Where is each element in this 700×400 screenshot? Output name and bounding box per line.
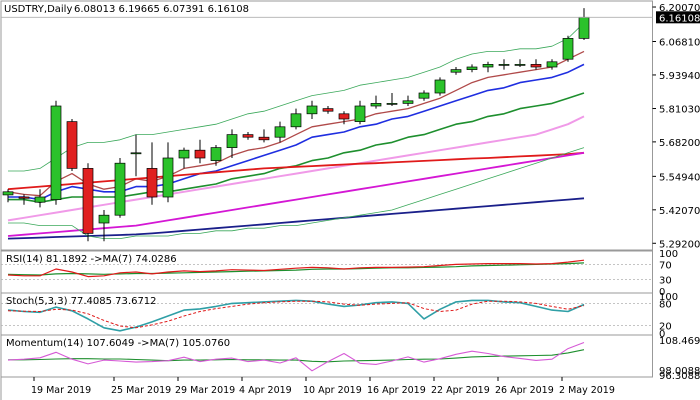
rsi-ma-line	[7, 262, 585, 276]
momentum-y-tick-label-1: 98.0088	[659, 366, 700, 377]
momentum-y-tick-label-2: 96.3088	[659, 371, 700, 382]
candle-body-33	[530, 64, 542, 68]
stoch-y-tick-label-1: 80	[659, 299, 672, 310]
current-price-label: 6.16108	[659, 13, 700, 24]
stoch-d-line	[7, 300, 585, 329]
candle-body-5	[82, 168, 94, 234]
rsi-label: RSI(14) 81.1892 ->MA(7) 74.0286	[6, 254, 177, 265]
candle-body-20	[322, 108, 334, 112]
candle-body-9	[146, 168, 158, 198]
x-tick-label-1: 25 Mar 2019	[111, 385, 171, 396]
rsi-y-tick-label-1: 70	[659, 260, 672, 271]
main-y-tick-label-4: 5.68200	[659, 138, 700, 149]
candle-body-31	[498, 64, 510, 66]
symbol-title: USDTRY,Daily	[4, 4, 72, 15]
candle-body-25	[402, 100, 414, 104]
main-y-tick-label-0: 6.20070	[659, 3, 700, 14]
indicator-series-layer	[1, 259, 653, 372]
candle-body-12	[194, 149, 206, 159]
main-y-tick-label-2: 5.93940	[659, 71, 700, 82]
price-line-7	[8, 22, 585, 172]
main-y-tick-label-7: 5.29200	[659, 239, 700, 250]
candle-body-11	[178, 149, 190, 159]
x-tick-label-8: 2 May 2019	[559, 385, 615, 396]
axis-labels-layer: 6.20070 6.06810 5.93940 5.81030 5.68200 5.549…	[31, 3, 700, 396]
candle-body-36	[578, 16, 590, 39]
candle-body-2	[34, 196, 46, 203]
main-y-tick-label-6: 5.42070	[659, 206, 700, 217]
candle-body-32	[514, 64, 526, 66]
price-line-0	[7, 50, 585, 197]
candles-layer	[1, 8, 653, 242]
stoch-k-line	[7, 299, 585, 332]
candle-body-28	[450, 69, 462, 73]
x-tick-label-3: 4 Apr 2019	[239, 385, 292, 396]
price-line-2	[8, 92, 585, 203]
candle-body-19	[306, 105, 318, 115]
stoch-y-tick-label-2: 20	[659, 322, 672, 333]
candle-body-13	[210, 147, 222, 161]
current-price-badge	[656, 11, 700, 24]
candle-body-21	[338, 113, 350, 120]
main-pane-frame	[0, 0, 653, 251]
candle-body-35	[562, 38, 574, 60]
rsi-y-tick-label-0: 100	[659, 249, 678, 260]
candle-body-15	[242, 134, 254, 138]
ohlc-readout: 6.08013 6.19665 6.07391 6.16108	[74, 4, 249, 15]
candle-body-7	[114, 162, 126, 216]
candle-body-0	[2, 191, 14, 196]
rsi-y-tick-label-2: 30	[659, 276, 672, 287]
candle-body-16	[258, 136, 270, 141]
momentum-label: Momentum(14) 107.6049 ->MA(7) 105.0760	[6, 338, 230, 349]
momentum-pane-frame	[0, 334, 653, 378]
x-tick-label-0: 19 Mar 2019	[31, 385, 91, 396]
candle-body-26	[418, 92, 430, 99]
candle-body-17	[274, 126, 286, 138]
x-tick-label-7: 26 Apr 2019	[495, 385, 554, 396]
momentum-y-tick-label-0: 108.4693	[659, 336, 700, 347]
candle-body-23	[370, 103, 382, 107]
candle-body-29	[466, 66, 478, 70]
candle-body-34	[546, 61, 558, 68]
momentum-ma-line	[8, 349, 585, 363]
main-y-tick-label-5: 5.54940	[659, 172, 700, 183]
x-tick-label-6: 22 Apr 2019	[431, 385, 490, 396]
candle-body-8	[130, 152, 142, 155]
candle-body-18	[290, 113, 302, 128]
rsi-y-tick-label-3: 0	[659, 287, 665, 298]
main-y-tick-label-1: 6.06810	[659, 37, 700, 48]
candle-body-27	[434, 79, 446, 94]
candle-body-1	[18, 196, 30, 199]
x-tick-label-5: 16 Apr 2019	[367, 385, 426, 396]
rsi-line	[7, 259, 585, 278]
price-line-4	[7, 151, 585, 191]
candle-body-6	[98, 214, 110, 224]
candle-body-30	[482, 64, 494, 68]
candle-body-24	[386, 103, 398, 105]
candle-body-4	[66, 121, 78, 169]
stoch-y-tick-label-3: 0	[659, 329, 665, 340]
candle-body-14	[226, 134, 238, 148]
candle-body-3	[50, 105, 62, 200]
x-tick-label-4: 10 Apr 2019	[303, 385, 362, 396]
price-line-1	[8, 63, 585, 201]
x-tick-label-2: 29 Mar 2019	[175, 385, 235, 396]
main-y-tick-label-3: 5.81030	[659, 105, 700, 116]
price-line-3	[7, 115, 585, 222]
candle-body-22	[354, 105, 366, 122]
stoch-y-tick-label-0: 100	[659, 292, 678, 303]
stoch-label: Stoch(5,3,3) 77.4085 73.6712	[6, 296, 157, 307]
candle-body-10	[162, 157, 174, 198]
momentum-line	[7, 341, 585, 372]
